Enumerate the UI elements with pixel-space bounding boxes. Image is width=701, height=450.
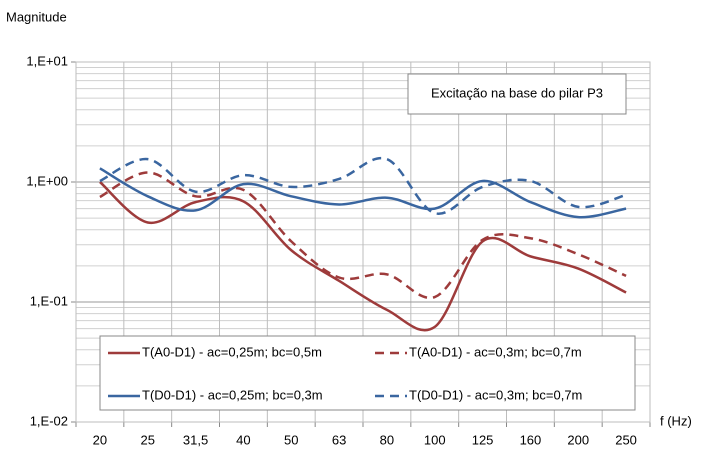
legend-label: T(A0-D1) - ac=0,3m; bc=0,7m — [409, 344, 582, 359]
x-tick-label: 100 — [424, 432, 446, 447]
x-tick-label: 125 — [472, 432, 494, 447]
line-series — [99, 156, 627, 215]
x-tick-label: 200 — [567, 432, 589, 447]
x-axis-label: f (Hz) — [660, 413, 692, 428]
x-tick-label: 20 — [93, 432, 107, 447]
x-tick-label: 160 — [520, 432, 542, 447]
y-tick-label: 1,E-01 — [30, 293, 68, 308]
y-tick-label: 1,E-02 — [30, 413, 68, 428]
y-axis-label: Magnitude — [6, 9, 67, 24]
legend-label: T(A0-D1) - ac=0,25m; bc=0,5m — [142, 344, 322, 359]
annotation: Excitação na base do pilar P3 — [431, 85, 603, 100]
line-series — [99, 181, 627, 332]
line-series — [99, 167, 627, 219]
legend-label: T(D0-D1) - ac=0,3m; bc=0,7m — [409, 387, 582, 402]
x-tick-label: 40 — [236, 432, 250, 447]
x-tick-label: 80 — [380, 432, 394, 447]
annotation-box — [407, 73, 627, 115]
y-tick-label: 1,E+01 — [26, 53, 68, 68]
x-tick-label: 50 — [284, 432, 298, 447]
legend-label: T(D0-D1) - ac=0,25m; bc=0,3m — [142, 387, 323, 402]
x-tick-label: 63 — [332, 432, 346, 447]
x-tick-label: 31,5 — [183, 432, 208, 447]
y-tick-label: 1,E+00 — [26, 173, 68, 188]
x-tick-label: 25 — [141, 432, 155, 447]
plot-border — [75, 61, 651, 423]
line-series — [99, 171, 627, 300]
legend-box — [99, 335, 636, 411]
x-tick-label: 250 — [615, 432, 637, 447]
